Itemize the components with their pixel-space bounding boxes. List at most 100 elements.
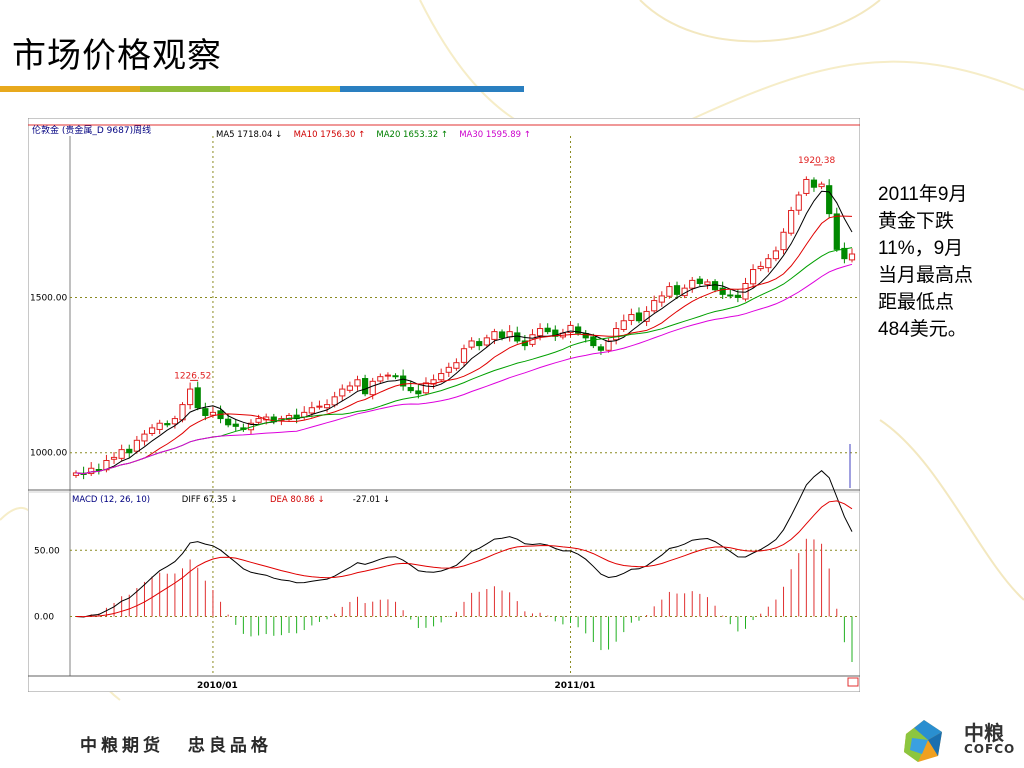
time-tick-label: 2010/01 (197, 681, 238, 691)
title-underline-segment (340, 86, 524, 92)
candle-body (491, 331, 498, 340)
candle-body (384, 374, 392, 377)
candle-body (788, 210, 795, 234)
footer-slogan: 中粮期货 忠良品格 (80, 731, 286, 756)
candle-body (209, 411, 217, 416)
candle-body (407, 387, 414, 392)
note-line: 11%，9月 (878, 238, 964, 259)
candle-body (110, 456, 118, 460)
candle-body (696, 278, 703, 285)
candle-body (346, 385, 353, 391)
candle-body (339, 388, 346, 397)
candle-body (148, 427, 156, 434)
candle-body (483, 337, 490, 346)
candle-body (848, 253, 856, 261)
ma-legend-label: MA5 1718.04 ↓ (216, 130, 282, 140)
candle-body (689, 279, 696, 289)
candle-body (666, 286, 673, 297)
title-underline-segment (140, 86, 230, 92)
candle-body (711, 281, 719, 291)
candle-body (232, 423, 239, 427)
candle-body (88, 467, 95, 475)
candle-body (331, 396, 338, 406)
price-tick-label: 1500.00 (30, 293, 67, 303)
candle-body (422, 382, 430, 394)
candle-body (141, 433, 148, 442)
candle-body (126, 448, 133, 454)
price-annotation: 1226.52 (174, 371, 211, 381)
ma-line-ma5 (75, 190, 853, 475)
candle-body (392, 375, 399, 378)
candle-body (826, 185, 833, 215)
macd-dea-line (75, 500, 853, 618)
candle-body (438, 373, 445, 381)
instrument-label: 伦敦金 (贵金属_D 9687)周线 (32, 124, 151, 136)
candle-body (673, 285, 681, 295)
candle-body (498, 331, 506, 339)
candle-body (468, 340, 475, 348)
gold-weekly-chart: 伦敦金 (贵金属_D 9687)周线 MA5 1718.04 ↓ MA10 1756… (27, 117, 861, 693)
candle-body (658, 295, 665, 303)
cofco-logo-icon (904, 720, 942, 762)
ma-legend-label: MA20 1653.32 ↑ (376, 130, 448, 140)
note-line: 距最低点 (878, 292, 955, 313)
slogan-part: 忠良品格 (187, 736, 272, 756)
candle-body (225, 418, 232, 426)
candle-body (719, 287, 726, 295)
candle-body (544, 327, 551, 333)
candle-body (118, 449, 125, 459)
candle-body (316, 405, 323, 408)
price-tick-label: 1000.00 (30, 449, 67, 459)
candle-body (780, 231, 787, 251)
candle-body (187, 388, 194, 406)
candle-body (377, 376, 384, 382)
candle-body (415, 390, 422, 395)
price-annotation: 1920.38 (798, 156, 835, 166)
note-line: 黄金下跌 (878, 211, 955, 232)
candle-body (430, 379, 437, 385)
logo-name: 中粮 (964, 721, 1004, 745)
candle-body (453, 362, 460, 369)
candle-body (164, 423, 171, 426)
candle-body (514, 332, 521, 342)
macd-legend-label: DEA 80.86 ↓ (270, 495, 325, 505)
candle-body (552, 329, 559, 337)
candle-body (460, 348, 468, 363)
macd-tick-label: 0.00 (34, 612, 54, 622)
note-line: 当月最高点 (878, 265, 974, 286)
slide-title: 市场价格观察 (12, 36, 222, 76)
candle-body (354, 379, 361, 387)
candle-body (734, 294, 741, 298)
candle-body (795, 194, 802, 211)
candle-body (749, 269, 757, 285)
note-line: 484美元。 (878, 319, 967, 340)
macd-tick-label: 50.00 (34, 546, 60, 556)
candle-body (202, 408, 209, 416)
candle-body (506, 331, 513, 338)
candle-body (643, 310, 650, 322)
scroll-marker (847, 677, 859, 687)
candle-body (841, 247, 848, 260)
candle-body (323, 404, 331, 409)
candle-body (445, 366, 452, 373)
candle-body (476, 341, 483, 347)
candle-body (133, 439, 140, 452)
candle-body (727, 294, 734, 297)
candle-body (757, 265, 764, 270)
title-underline-segment (0, 86, 140, 92)
candle-body (171, 418, 179, 425)
candle-body (285, 414, 293, 421)
candle-body (95, 469, 102, 472)
candle-body (597, 346, 605, 351)
candle-body (818, 183, 825, 188)
chart-note: 2011年9月 黄金下跌 11%，9月 当月最高点 距最低点 484美元。 (878, 181, 1018, 343)
candle-body (765, 258, 772, 269)
chart-frame (27, 117, 861, 693)
candle-body (803, 178, 810, 194)
candle-body (156, 422, 163, 430)
macd-legend-label: MACD (12, 26, 10) (72, 495, 150, 505)
candle-body (772, 250, 780, 260)
candle-body (361, 378, 369, 395)
candle-body (704, 281, 711, 285)
candle-body (400, 375, 407, 387)
